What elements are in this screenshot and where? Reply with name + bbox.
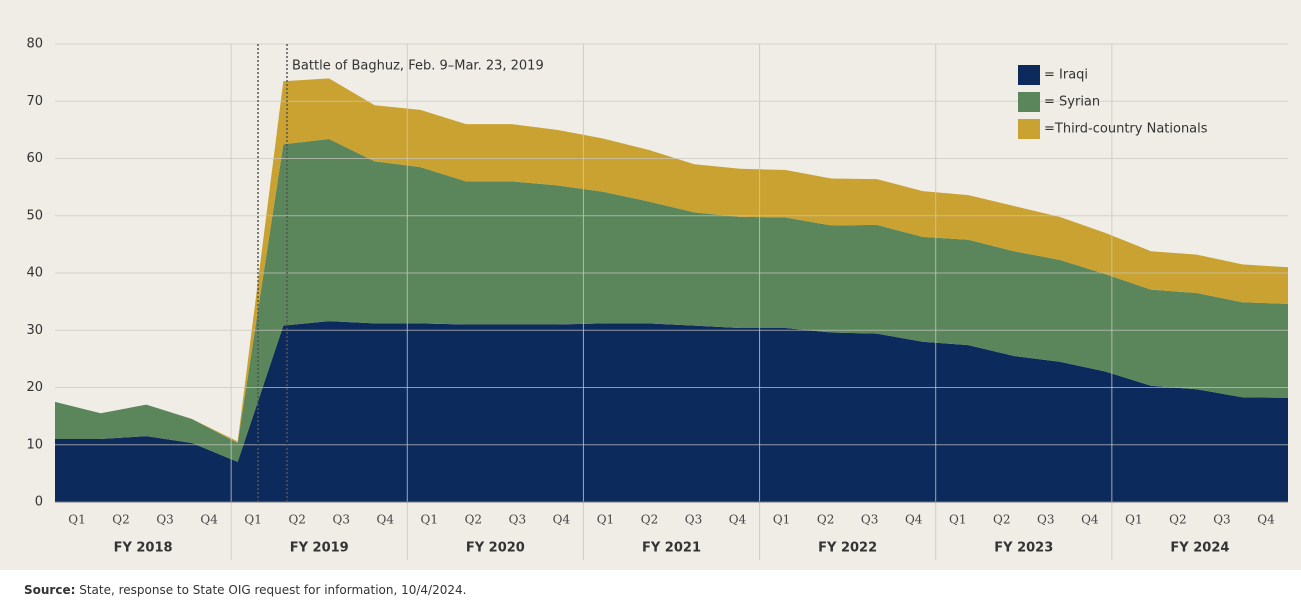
- group-label: FY 2023: [994, 541, 1053, 556]
- area: [55, 139, 1288, 462]
- source: Source: State, response to State OIG req…: [24, 583, 466, 597]
- y-tick-label: 20: [26, 380, 43, 395]
- y-tick-label: 80: [26, 37, 43, 52]
- x-tick-label: Q4: [200, 513, 218, 527]
- x-tick-label: Q1: [244, 513, 261, 527]
- group-label: FY 2024: [1170, 541, 1229, 556]
- source-label: Source:: [24, 583, 75, 597]
- legend-swatch: [1018, 119, 1040, 139]
- x-tick-label: Q4: [377, 513, 395, 527]
- x-tick-label: Q1: [949, 513, 966, 527]
- x-tick-label: Q2: [288, 513, 305, 527]
- x-tick-label: Q2: [641, 513, 658, 527]
- x-tick-label: Q3: [685, 513, 702, 527]
- legend-label: = Iraqi: [1044, 68, 1088, 83]
- group-label: FY 2022: [818, 541, 877, 556]
- y-tick-label: 0: [35, 495, 43, 510]
- x-tick-label: Q2: [465, 513, 482, 527]
- annotation: Battle of Baghuz, Feb. 9–Mar. 23, 2019: [292, 59, 544, 74]
- x-tick-label: Q4: [905, 513, 923, 527]
- x-tick-label: Q3: [156, 513, 173, 527]
- x-tick-label: Q2: [112, 513, 129, 527]
- legend-swatch: [1018, 65, 1040, 85]
- x-tick-label: Q4: [729, 513, 747, 527]
- area: [55, 321, 1288, 502]
- y-tick-label: 60: [26, 151, 43, 166]
- y-tick-label: 70: [26, 94, 43, 109]
- x-tick-label: Q4: [1081, 513, 1099, 527]
- x-tick-label: Q2: [993, 513, 1010, 527]
- x-tick-label: Q1: [773, 513, 790, 527]
- x-tick-label: Q3: [1213, 513, 1230, 527]
- x-tick-label: Q3: [861, 513, 878, 527]
- x-tick-label: Q3: [332, 513, 349, 527]
- y-tick-label: 40: [26, 266, 43, 281]
- x-tick-label: Q4: [1257, 513, 1275, 527]
- x-tick-label: Q1: [597, 513, 614, 527]
- plot: 0 10 20 30 40 50 60 70 80 Q1 Q2 Q3 Q4 Q1 Q2 Q3 Q4 Q1 Q2 Q3 Q…: [26, 37, 1288, 560]
- group-label: FY 2020: [466, 541, 525, 556]
- legend-swatch: [1018, 92, 1040, 112]
- x-tick-label: Q1: [68, 513, 85, 527]
- x-tick-label: Q2: [1169, 513, 1186, 527]
- legend-label: =Third-country Nationals: [1044, 122, 1208, 137]
- x-tick-label: Q2: [817, 513, 834, 527]
- legend-label: = Syrian: [1044, 95, 1100, 110]
- x-tick-label: Q1: [1125, 513, 1142, 527]
- source-text: State, response to State OIG request for…: [75, 583, 466, 597]
- group-label: FY 2018: [114, 541, 173, 556]
- y-tick-label: 30: [26, 323, 43, 338]
- group-label: FY 2019: [290, 541, 349, 556]
- x-tick-label: Q4: [553, 513, 571, 527]
- y-tick-label: 50: [26, 208, 43, 223]
- x-tick-label: Q1: [421, 513, 438, 527]
- x-tick-label: Q3: [509, 513, 526, 527]
- group-label: FY 2021: [642, 541, 701, 556]
- x-tick-label: Q3: [1037, 513, 1054, 527]
- y-tick-label: 10: [26, 437, 43, 452]
